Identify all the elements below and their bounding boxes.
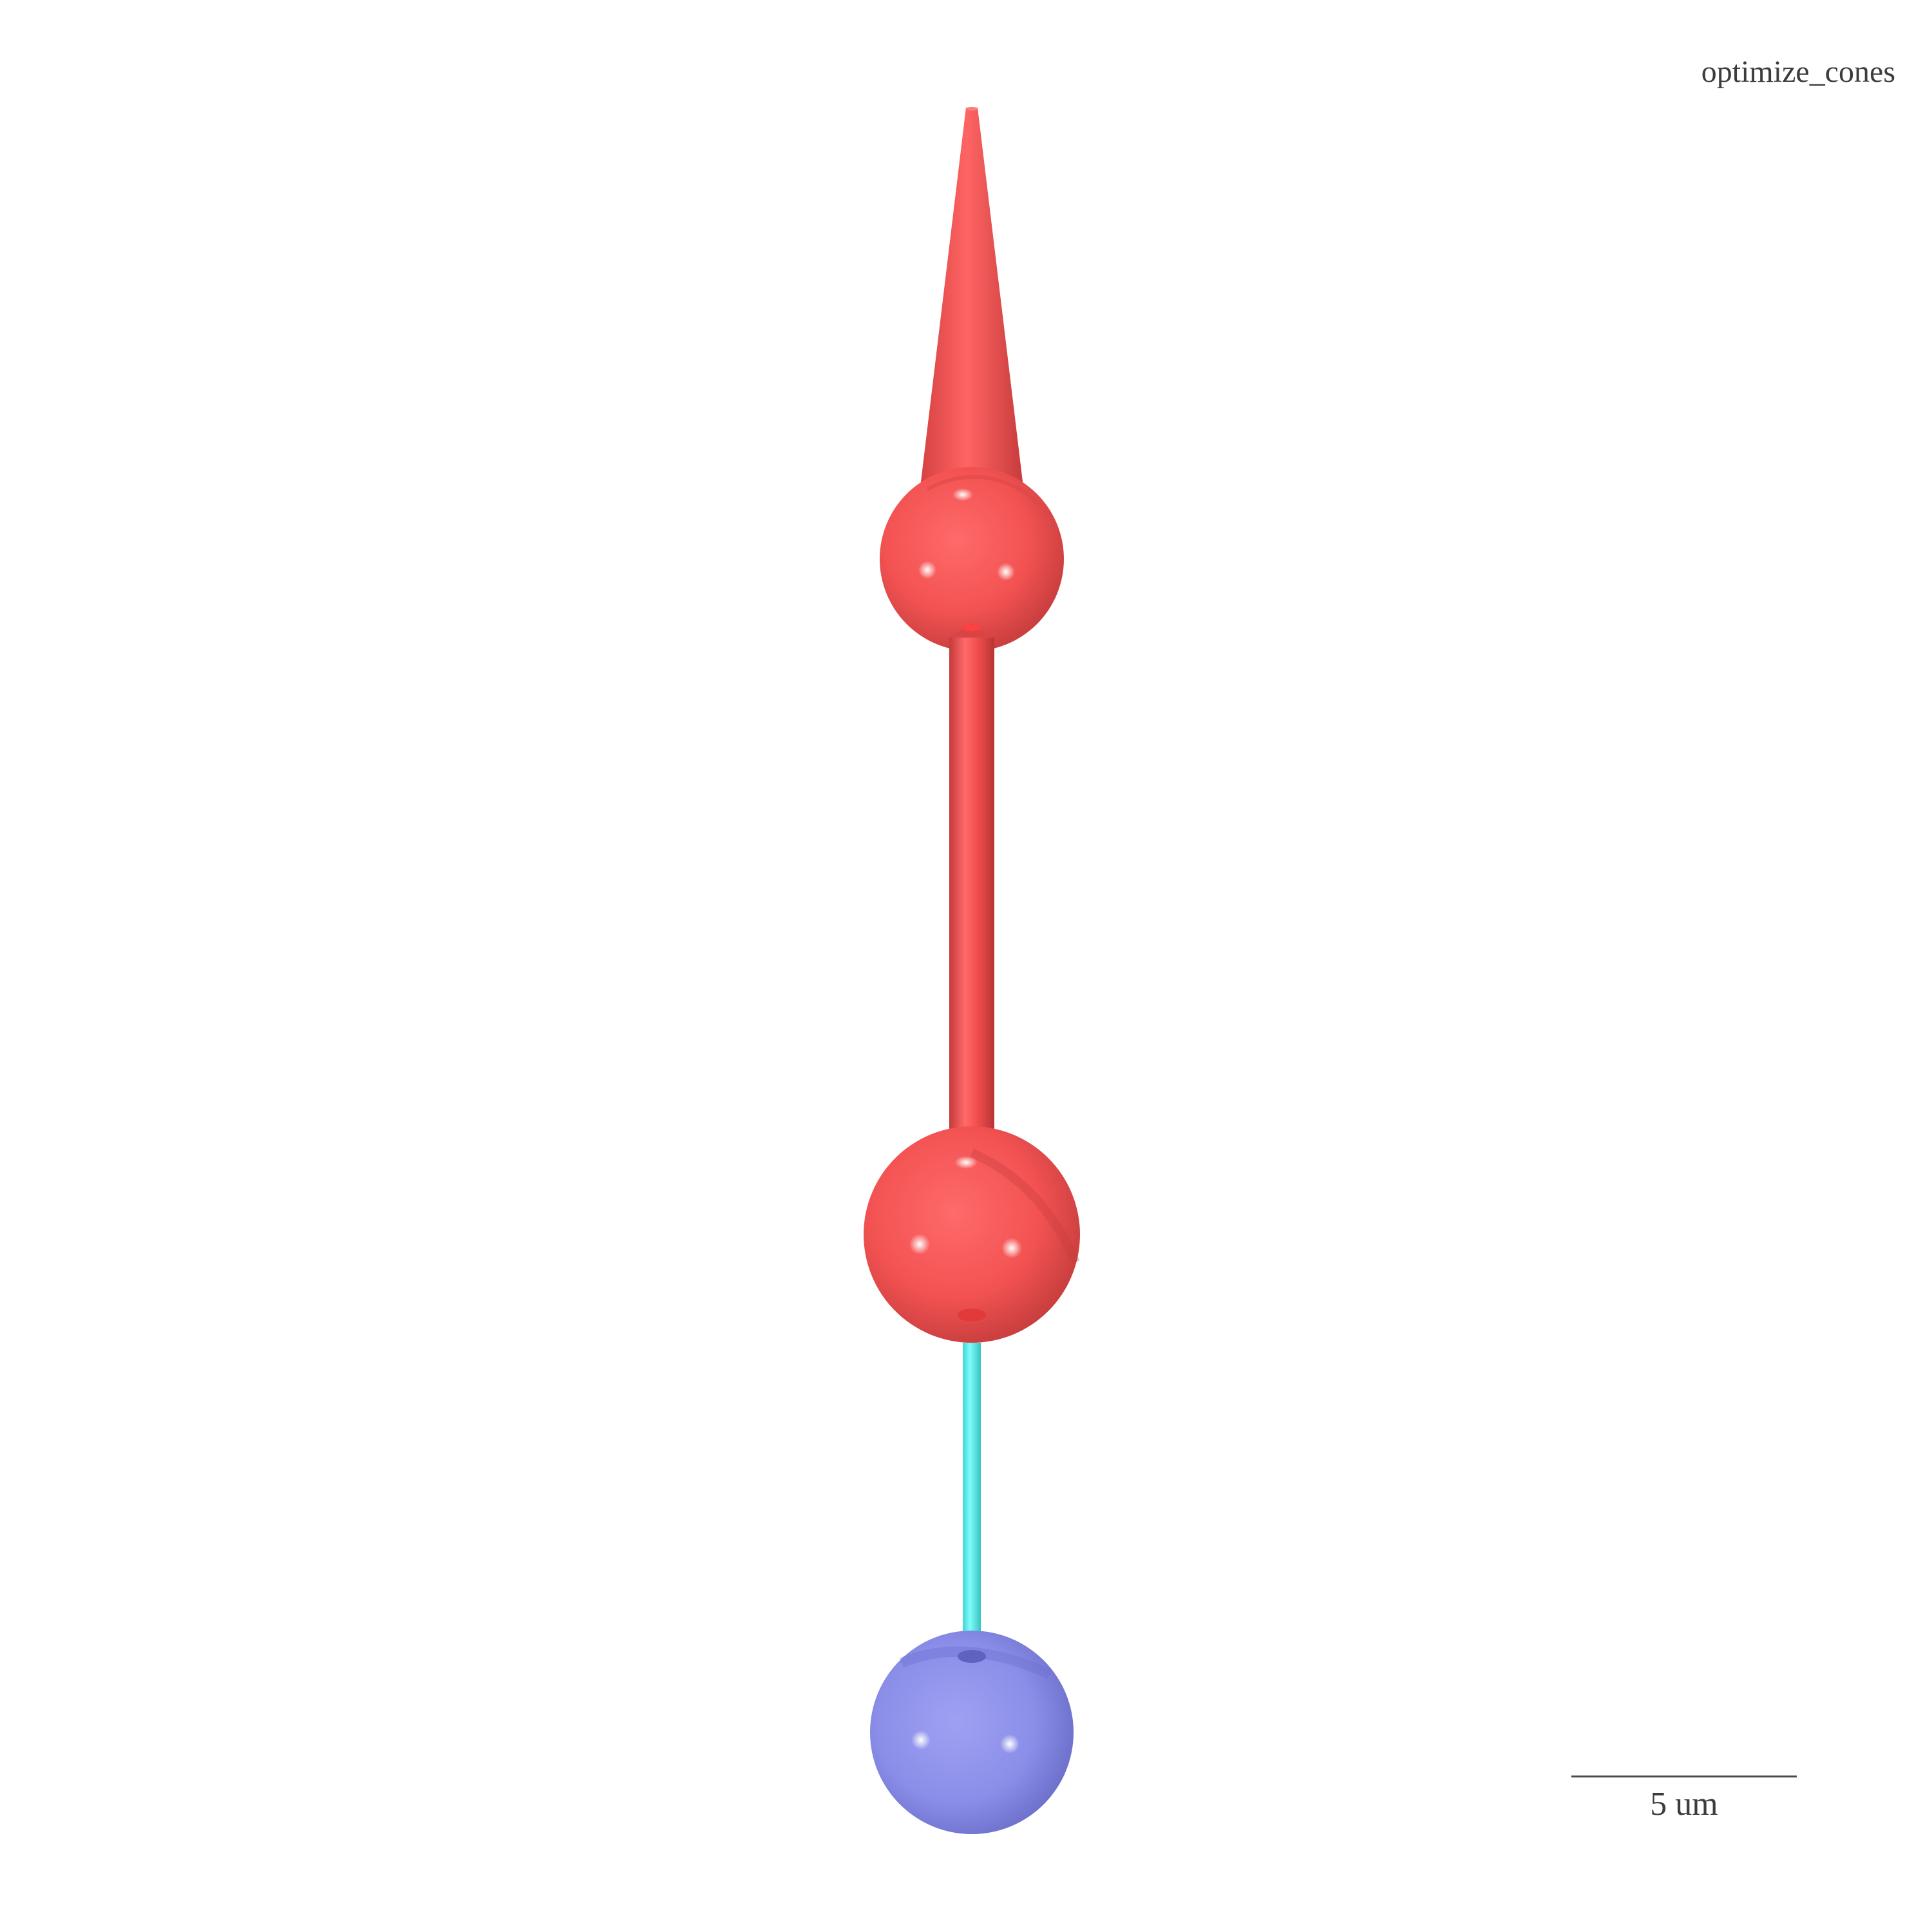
apical-cone — [921, 107, 1023, 487]
middle-sphere — [864, 1126, 1080, 1343]
dendrite-cylinder — [949, 623, 994, 1153]
scalebar-label: 5 um — [1650, 1786, 1718, 1823]
soma-sphere — [870, 1631, 1074, 1834]
axon-cylinder — [963, 1343, 981, 1665]
scalebar-line — [1571, 1776, 1797, 1777]
figure-title: optimize_cones — [1701, 55, 1895, 89]
upper-sphere — [880, 467, 1064, 651]
